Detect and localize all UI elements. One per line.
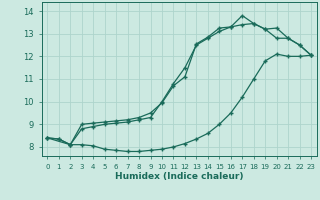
X-axis label: Humidex (Indice chaleur): Humidex (Indice chaleur) <box>115 172 244 181</box>
